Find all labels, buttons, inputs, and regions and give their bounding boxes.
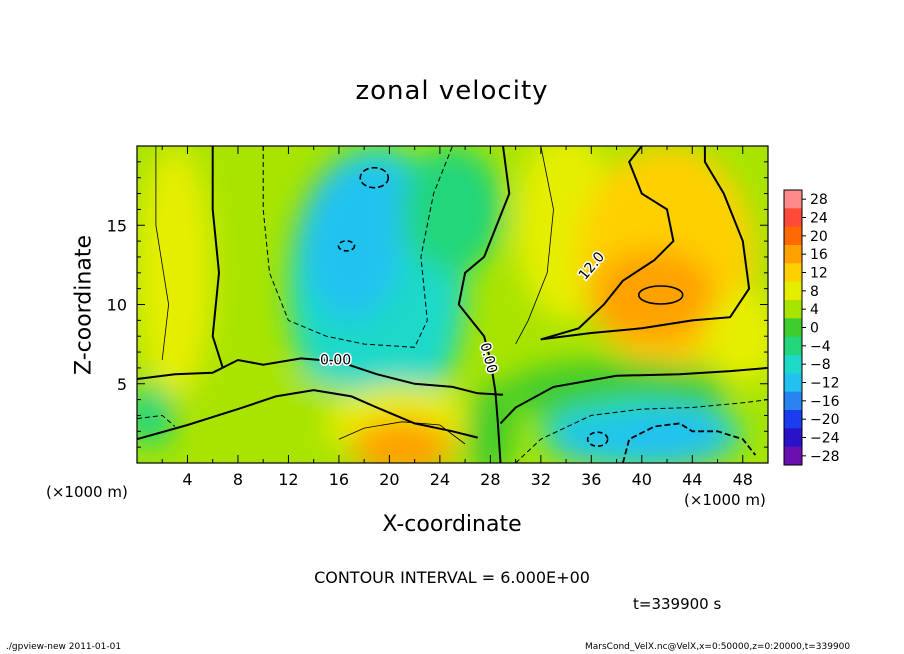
contour-18-loop (637, 285, 684, 305)
x-axis-label: X-coordinate (382, 512, 522, 537)
contour-neg12-mid (337, 240, 356, 252)
colorbar-segment (784, 245, 802, 264)
y-tick-label: 5 (117, 375, 127, 394)
field-blob (137, 146, 213, 400)
colorbar-label: 20 (810, 229, 828, 245)
contour-neg12-small (586, 431, 609, 448)
contour-label: 0.00 (320, 353, 351, 369)
colorbar-label: −16 (810, 394, 840, 410)
contour-thin-bottom (338, 421, 466, 445)
field-blobs (137, 146, 768, 463)
x-tick-label: 32 (531, 470, 551, 489)
colorbar-label: −12 (810, 376, 840, 392)
colorbar-label: 24 (810, 211, 828, 227)
y-tick-label: 15 (107, 216, 127, 235)
contour-zero-left (137, 357, 504, 396)
contour-zero-low (137, 389, 478, 441)
x-tick-label: 20 (379, 470, 399, 489)
x-tick-label: 36 (581, 470, 601, 489)
colorbar-segment (784, 281, 802, 301)
footer-source: MarsCond_VelX.nc@VelX,x=0:50000,z=0:2000… (585, 642, 851, 652)
contour-thin-right (515, 146, 554, 345)
y-tick-label: 10 (107, 296, 127, 315)
colorbar-segment (784, 190, 802, 209)
colorbar-segment (784, 446, 802, 466)
field-blob (704, 288, 768, 384)
colorbar-label: −4 (810, 339, 831, 355)
chart-title: zonal velocity (355, 76, 549, 106)
colorbar-segment (784, 355, 802, 374)
contour-neg6 (262, 146, 453, 348)
colorbar-label: −20 (810, 412, 840, 428)
contour-12-b (540, 146, 751, 341)
field-blob (212, 375, 365, 456)
colorbar: 28 24 20 16 12 8 4 0 −4 −8 −12 −16 −20 −24 −28 (783, 189, 840, 466)
velocity-field (137, 146, 768, 463)
colorbar-segment (784, 263, 802, 283)
colorbar-segment (784, 336, 802, 356)
x-tick-label: 8 (233, 470, 243, 489)
colorbar-segment (784, 208, 802, 228)
colorbar-label: −28 (810, 449, 840, 465)
x-tick-label: 4 (182, 470, 192, 489)
x-tick-label: 16 (329, 470, 349, 489)
x-tick-label: 12 (278, 470, 298, 489)
colorbar-segment (784, 226, 802, 246)
contour-neg6-left (137, 414, 176, 427)
contour-neg12-right (622, 422, 757, 463)
colorbar-segment (784, 391, 802, 411)
x-tick-label: 48 (733, 470, 753, 489)
colorbar-label: 16 (810, 247, 828, 263)
contour-neg6-right (515, 399, 768, 463)
colorbar-label: −24 (810, 431, 840, 447)
contour-neg12-top (359, 166, 390, 189)
field-blob (137, 383, 175, 448)
colorbar-label: 12 (810, 266, 828, 282)
colorbar-segment (784, 300, 802, 319)
contour-label: 0.00 (476, 341, 500, 375)
contour-zero-middle (457, 146, 511, 463)
contour-zero-vertical-left (211, 146, 224, 369)
time-label: t=339900 s (633, 595, 722, 613)
field-blob (591, 249, 718, 345)
x-axis-unit-left: (×1000 m) (46, 483, 128, 501)
colorbar-label: 0 (810, 321, 819, 337)
field-blob (603, 409, 731, 463)
colorbar-segment (784, 410, 802, 429)
colorbar-label: 28 (810, 192, 828, 208)
x-tick-label: 44 (682, 470, 702, 489)
field-blob (351, 418, 453, 463)
contour-zero-right (499, 366, 768, 425)
x-tick-label: 24 (430, 470, 450, 489)
field-blob (402, 146, 503, 273)
colorbar-segment (784, 428, 802, 448)
field-blob (553, 420, 630, 459)
contour-interval-label: CONTOUR INTERVAL = 6.000E+00 (314, 568, 590, 587)
colorbar-label: −8 (810, 357, 831, 373)
x-axis-unit-right: (×1000 m) (684, 491, 766, 509)
contour-12-a (540, 146, 675, 341)
colorbar-label: 4 (810, 302, 819, 318)
contour-thin-left (155, 146, 170, 361)
field-blob (338, 161, 415, 226)
x-tick-label: 28 (480, 470, 500, 489)
colorbar-label: 8 (810, 284, 819, 300)
colorbar-segment (784, 318, 802, 338)
field-blob (465, 383, 516, 463)
colorbar-segment (784, 373, 802, 393)
footer-command: ./gpview-new 2011-01-01 (6, 642, 122, 652)
x-tick-label: 40 (632, 470, 652, 489)
